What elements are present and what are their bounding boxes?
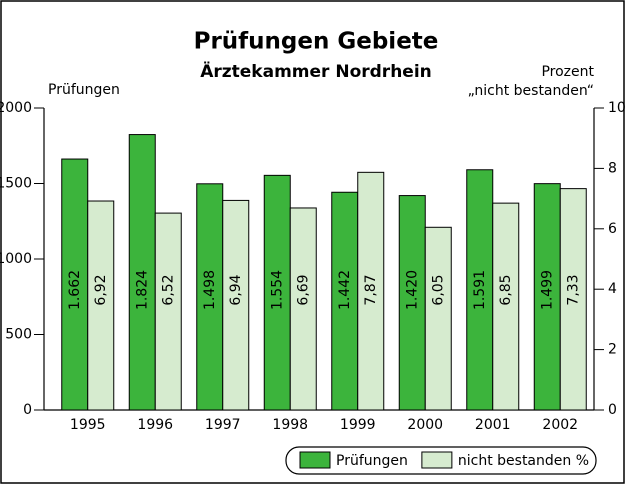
x-tick-label: 1995: [70, 417, 106, 433]
y-tick-label: 2000: [0, 100, 32, 116]
chart-subtitle: Ärztekammer Nordrhein: [200, 60, 432, 82]
y2-tick-label: 10: [608, 100, 626, 116]
y-tick-label: 500: [5, 327, 32, 343]
bar: [398, 195, 426, 411]
y2-tick-label: 8: [608, 160, 617, 176]
value-label: 1.824: [134, 270, 150, 310]
legend-swatch: [299, 451, 331, 469]
value-label: 1.442: [337, 270, 353, 310]
chart-title: Prüfungen Gebiete: [194, 29, 439, 55]
value-label: 6,69: [295, 274, 311, 305]
y2-tick-label: 4: [608, 281, 617, 297]
bar: [357, 171, 385, 411]
bar: [263, 174, 291, 411]
y2-axis-label: Prozent: [541, 64, 594, 80]
y-tick-label: 1000: [0, 251, 32, 267]
value-label: 6,85: [498, 274, 514, 305]
bar: [559, 188, 587, 411]
value-label: 6,52: [160, 274, 176, 305]
value-label: 1.662: [67, 270, 83, 310]
x-tick-label: 2002: [542, 417, 578, 433]
bar: [492, 202, 520, 411]
value-label: 1.591: [472, 270, 488, 310]
value-label: 7,33: [565, 274, 581, 305]
value-label: 7,87: [363, 274, 379, 305]
value-label: 1.420: [404, 270, 420, 310]
bar: [87, 200, 115, 411]
legend-label: Prüfungen: [336, 453, 408, 469]
value-label: 1.498: [202, 270, 218, 310]
x-tick-label: 2000: [407, 417, 443, 433]
x-tick-label: 1998: [272, 417, 308, 433]
x-tick-label: 1997: [205, 417, 241, 433]
x-tick-label: 1996: [137, 417, 173, 433]
x-tick-label: 1999: [340, 417, 376, 433]
bar: [289, 207, 317, 411]
value-label: 1.554: [269, 270, 285, 310]
value-label: 6,94: [228, 274, 244, 305]
bar: [222, 199, 250, 411]
bar: [331, 191, 359, 411]
y-tick-label: 0: [23, 402, 32, 418]
legend-label: nicht bestanden %: [458, 453, 589, 469]
y-axis-label: Prüfungen: [48, 82, 120, 98]
y2-axis-label: „nicht bestanden“: [468, 83, 594, 99]
bar: [424, 226, 452, 411]
y-tick-label: 1500: [0, 176, 32, 192]
value-label: 6,05: [430, 274, 446, 305]
legend-swatch: [421, 451, 453, 469]
bar: [466, 169, 494, 411]
y2-tick-label: 6: [608, 221, 617, 237]
y2-tick-label: 2: [608, 342, 617, 358]
value-label: 1.499: [539, 270, 555, 310]
y2-tick-label: 0: [608, 402, 617, 418]
bar: [154, 212, 182, 411]
value-label: 6,92: [93, 274, 109, 305]
x-tick-label: 2001: [475, 417, 511, 433]
